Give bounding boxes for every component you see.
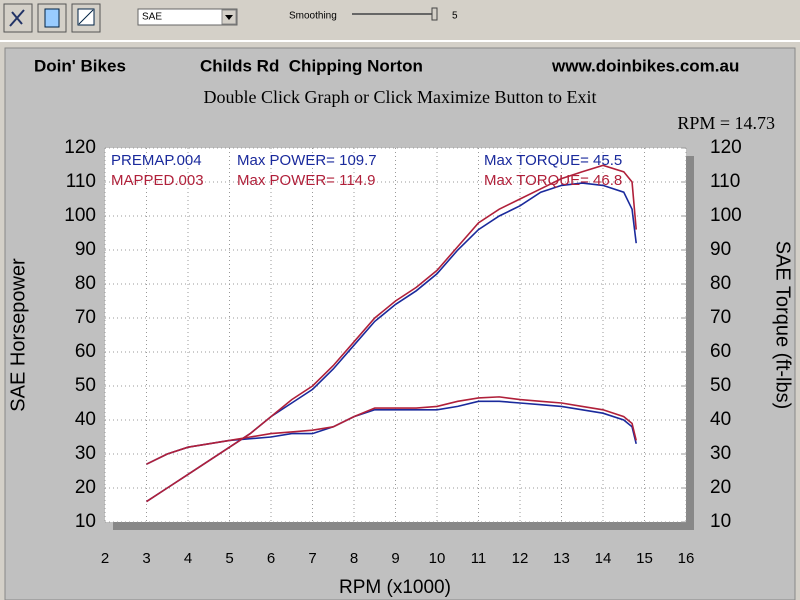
y-tick-label: 30: [75, 443, 96, 464]
tool-buttons: [3, 3, 101, 33]
y2-tick-label: 80: [710, 273, 731, 294]
y-tick-label: 40: [75, 409, 96, 430]
y2-tick-label: 100: [710, 205, 742, 226]
y2-tick-label: 10: [710, 511, 731, 532]
header-text: Childs Rd Chipping Norton: [200, 56, 423, 75]
icon: [9, 9, 25, 27]
y2-axis-label: SAE Torque (ft-lbs): [772, 241, 794, 410]
torque-line: [146, 396, 637, 465]
y-tick-label: 110: [66, 171, 96, 192]
x-tick-label: 13: [553, 550, 570, 567]
x-tick-label: 9: [391, 550, 399, 567]
header-text: www.doinbikes.com.au: [551, 56, 739, 75]
legend-name: MAPPED.003: [111, 172, 204, 189]
select-box[interactable]: [137, 8, 238, 26]
toolbar: [0, 0, 800, 40]
x-tick-label: 14: [595, 550, 612, 567]
y-tick-label: 100: [64, 205, 96, 226]
icon: [78, 9, 94, 25]
x-tick-label: 5: [225, 550, 233, 567]
y2-tick-label: 120: [710, 137, 742, 158]
divider: [0, 40, 800, 42]
y2-tick-label: 110: [710, 171, 740, 192]
legend-torque: Max TORQUE= 46.8: [484, 172, 622, 189]
x-tick-label: 12: [512, 550, 529, 567]
x-tick-label: 15: [636, 550, 653, 567]
x-tick-label: 10: [429, 550, 446, 567]
legend-power: Max POWER= 109.7: [237, 152, 377, 169]
y-tick-label: 80: [75, 273, 96, 294]
x-tick-label: 6: [267, 550, 275, 567]
x-tick-label: 7: [308, 550, 316, 567]
slider-thumb[interactable]: [431, 7, 438, 21]
chart-title: Double Click Graph or Click Maximize But…: [204, 87, 597, 107]
y-tick-label: 20: [75, 477, 96, 498]
select-value: SAE: [142, 12, 162, 23]
arrow-icon: [225, 15, 233, 20]
chart: Doin' Bikes Childs Rd Chipping Norton www.…: [7, 56, 793, 598]
x-axis-label: RPM (x1000): [339, 577, 451, 598]
plot-area: [105, 148, 686, 522]
y2-tick-label: 40: [710, 409, 731, 430]
legend-power: Max POWER= 114.9: [237, 172, 376, 189]
smoothing-label: Smoothing: [289, 11, 337, 22]
y-tick-label: 60: [75, 341, 96, 362]
y2-tick-label: 20: [710, 477, 731, 498]
y2-tick-label: 90: [710, 239, 731, 260]
x-tick-label: 4: [184, 550, 192, 567]
y2-tick-label: 70: [710, 307, 731, 328]
y-axis-label: SAE Horsepower: [7, 258, 29, 412]
y-tick-label: 50: [75, 375, 96, 396]
x-tick-label: 8: [350, 550, 358, 567]
cursor-readout: RPM = 14.73: [677, 113, 775, 133]
y2-tick-label: 30: [710, 443, 731, 464]
legend-name: PREMAP.004: [111, 152, 202, 169]
power-line: [146, 164, 637, 503]
y-tick-label: 120: [64, 137, 96, 158]
x-tick-label: 16: [678, 550, 695, 567]
y2-tick-label: 50: [710, 375, 731, 396]
x-tick-label: 11: [471, 550, 487, 567]
y-tick-label: 90: [75, 239, 96, 260]
y-tick-label: 70: [75, 307, 96, 328]
header-text: Doin' Bikes: [34, 56, 126, 75]
icon: [44, 8, 60, 28]
legend-torque: Max TORQUE= 45.5: [484, 152, 622, 169]
y2-tick-label: 60: [710, 341, 731, 362]
x-tick-label: 3: [142, 550, 150, 567]
x-tick-label: 2: [101, 550, 109, 567]
smoothing-value: 5: [452, 11, 458, 22]
y-tick-label: 10: [75, 511, 96, 532]
